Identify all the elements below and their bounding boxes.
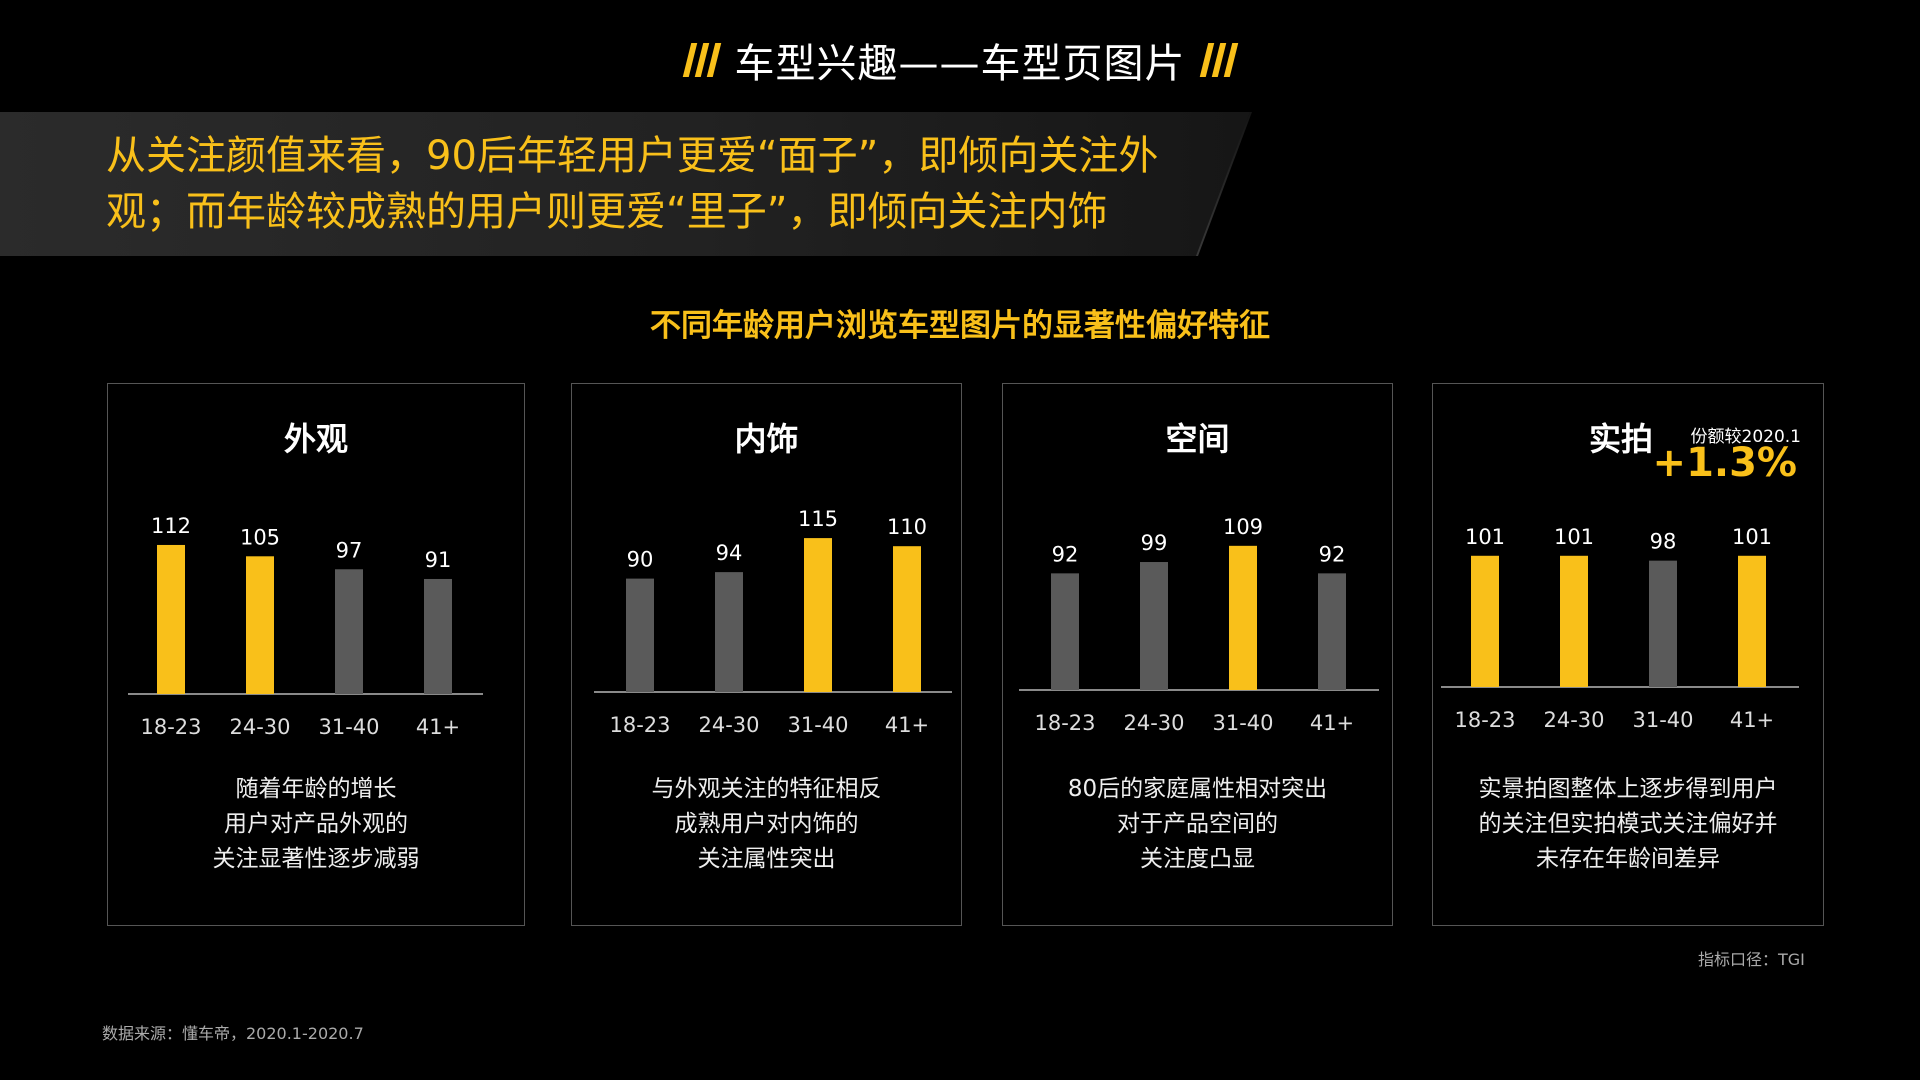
category-label: 24-30 [1543, 708, 1604, 732]
chart-title: 内饰 [734, 420, 799, 458]
right-slash-decoration [1199, 43, 1238, 77]
summary-banner [0, 112, 1250, 256]
description-line: 与外观关注的特征相反 [651, 776, 882, 802]
bar-chart-interior: 90 18-23 94 24-30 115 31-40 110 41+ [594, 507, 952, 737]
bar [1229, 545, 1257, 690]
bar [1318, 573, 1346, 690]
source-note: 数据来源：懂车帝，2020.1-2020.7 [102, 1024, 364, 1043]
description-line: 的关注但实拍模式关注偏好并 [1478, 811, 1778, 837]
category-label: 18-23 [609, 713, 670, 737]
share-note: 份额较2020.1 [1690, 427, 1801, 447]
bar-value-label: 92 [1052, 542, 1079, 566]
description-line: 用户对产品外观的 [224, 811, 408, 837]
bar [1560, 555, 1588, 687]
page-header: 车型兴趣——车型页图片 [0, 30, 1920, 90]
bar [157, 544, 185, 694]
bar [1738, 555, 1766, 687]
bar [1471, 555, 1499, 687]
category-label: 41+ [1730, 708, 1774, 732]
chart-card-interior: 内饰 90 18-23 94 24-30 115 31-40 110 41+ 与外观关注的特征… [571, 383, 962, 926]
bar [893, 546, 921, 692]
chart-card-real-photo: 实拍 份额较2020.1 +1.3% 101 18-23 101 24-30 98 31-… [1432, 383, 1824, 926]
bar-value-label: 99 [1141, 531, 1168, 555]
bar [424, 578, 452, 694]
description-line: 关注属性突出 [697, 846, 836, 872]
category-label: 18-23 [140, 715, 201, 739]
bar [246, 556, 274, 694]
category-label: 41+ [1310, 711, 1354, 735]
bar-value-label: 101 [1465, 525, 1505, 549]
chart-description: 实景拍图整体上逐步得到用户 的关注但实拍模式关注偏好并 未存在年龄间差异 [1433, 772, 1823, 877]
category-label: 18-23 [1034, 711, 1095, 735]
bar-value-label: 101 [1554, 525, 1594, 549]
description-line: 实景拍图整体上逐步得到用户 [1478, 776, 1778, 802]
category-label: 31-40 [1632, 708, 1693, 732]
chart-card-exterior: 外观 112 18-23 105 24-30 97 31-40 91 41+ 随着年龄的增长 … [107, 383, 525, 926]
bar-value-label: 90 [627, 548, 654, 572]
category-label: 31-40 [787, 713, 848, 737]
chart-title: 空间 [1165, 420, 1230, 458]
bar-value-label: 98 [1650, 530, 1677, 554]
description-line: 未存在年龄间差异 [1536, 846, 1720, 872]
chart-title: 实拍 [1588, 420, 1653, 458]
chart-section-title: 不同年龄用户浏览车型图片的显著性偏好特征 [650, 308, 1270, 344]
category-label: 24-30 [1123, 711, 1184, 735]
chart-description: 80后的家庭属性相对突出 对于产品空间的 关注度凸显 [1003, 772, 1392, 877]
description-line: 关注度凸显 [1140, 846, 1255, 872]
description-line: 80后的家庭属性相对突出 [1067, 776, 1328, 802]
bar [1051, 573, 1079, 690]
left-slash-decoration [682, 43, 721, 77]
bar-value-label: 110 [887, 515, 927, 539]
bar-value-label: 94 [716, 541, 743, 565]
bar-value-label: 109 [1223, 515, 1263, 539]
bar-chart-exterior: 112 18-23 105 24-30 97 31-40 91 41+ [128, 514, 483, 739]
metric-note: 指标口径：TGI [1698, 950, 1805, 969]
bar [626, 578, 654, 692]
bar [804, 538, 832, 692]
summary-line-2: 观；而年龄较成熟的用户则更爱“里子”，即倾向关注内饰 [106, 189, 1108, 235]
bar-chart-space: 92 18-23 99 24-30 109 31-40 92 41+ [1019, 515, 1379, 735]
bar-value-label: 97 [336, 538, 363, 562]
chart-description: 随着年龄的增长 用户对产品外观的 关注显著性逐步减弱 [108, 772, 524, 877]
bar-value-label: 91 [425, 548, 452, 572]
description-line: 关注显著性逐步减弱 [212, 846, 420, 872]
bar-value-label: 101 [1732, 525, 1772, 549]
category-label: 24-30 [698, 713, 759, 737]
description-line: 成熟用户对内饰的 [674, 811, 859, 837]
chart-card-space: 空间 92 18-23 99 24-30 109 31-40 92 41+ 80后的家庭属性相… [1002, 383, 1393, 926]
bar [335, 569, 363, 694]
summary-text: 从关注颜值来看，90后年轻用户更爱“面子”，即倾向关注外 观；而年龄较成熟的用户… [106, 128, 1216, 240]
bar-chart-real-photo: 101 18-23 101 24-30 98 31-40 101 41+ [1441, 525, 1799, 732]
bar-value-label: 92 [1319, 542, 1346, 566]
page-title: 车型兴趣——车型页图片 [734, 41, 1186, 87]
bar [1140, 562, 1168, 690]
category-label: 41+ [416, 715, 460, 739]
chart-title: 外观 [283, 420, 348, 458]
bar-value-label: 105 [240, 525, 280, 549]
chart-description: 与外观关注的特征相反 成熟用户对内饰的 关注属性突出 [572, 772, 961, 877]
bar-value-label: 112 [151, 514, 191, 538]
category-label: 18-23 [1454, 708, 1515, 732]
category-label: 31-40 [318, 715, 379, 739]
category-label: 41+ [885, 713, 929, 737]
category-label: 31-40 [1212, 711, 1273, 735]
bar-value-label: 115 [798, 507, 838, 531]
share-change-value: +1.3% [1652, 440, 1797, 486]
category-label: 24-30 [229, 715, 290, 739]
bar [715, 572, 743, 692]
description-line: 随着年龄的增长 [235, 776, 397, 802]
summary-line-1: 从关注颜值来看，90后年轻用户更爱“面子”，即倾向关注外 [106, 133, 1159, 179]
description-line: 对于产品空间的 [1117, 811, 1278, 837]
bar [1649, 560, 1677, 687]
